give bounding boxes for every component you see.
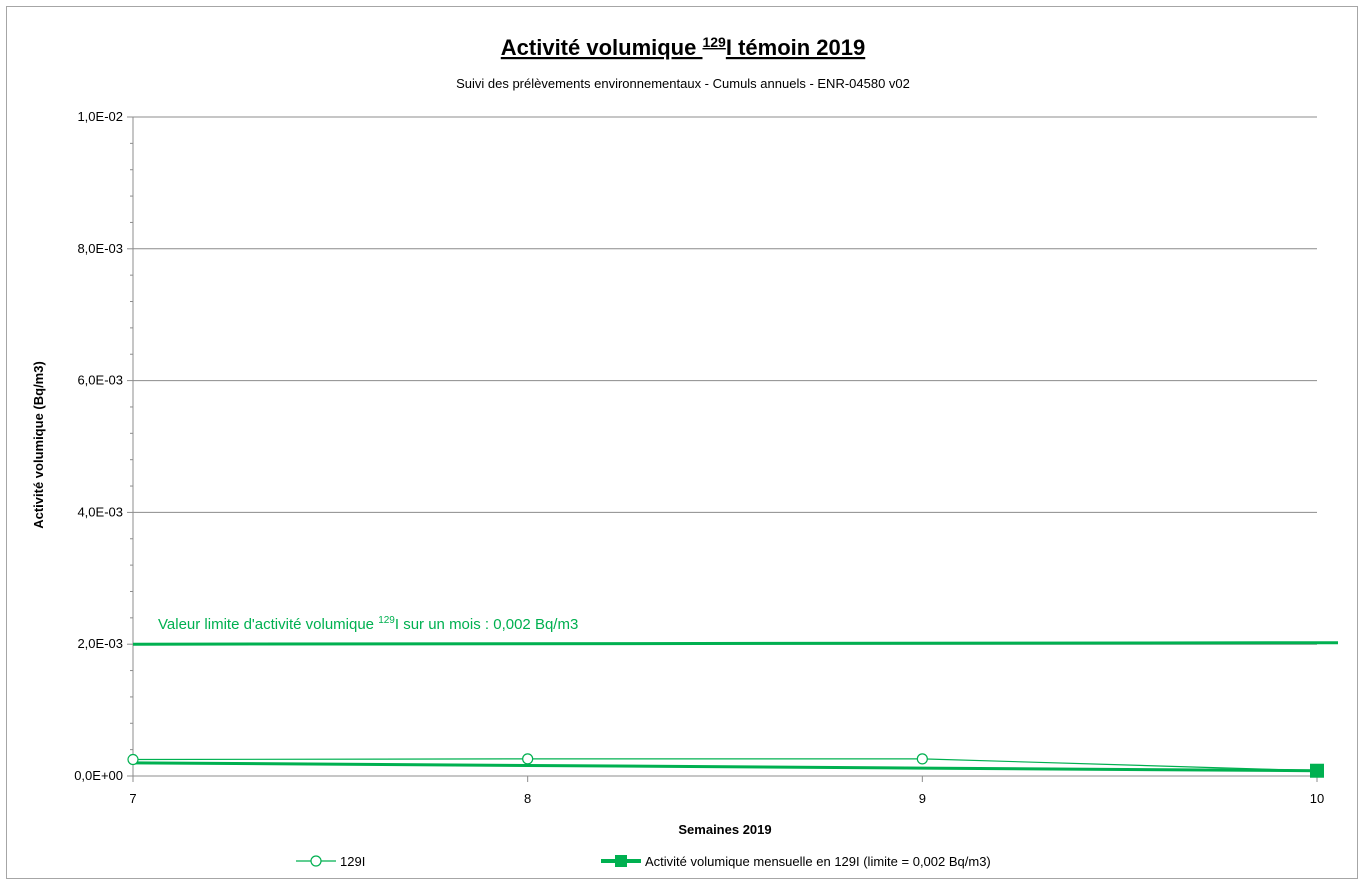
limit-line <box>132 641 1339 646</box>
y-axis-title: Activité volumique (Bq/m3) <box>31 361 46 529</box>
x-tick-label: 8 <box>524 791 531 806</box>
chart-subtitle: Suivi des prélèvements environnementaux … <box>456 76 910 91</box>
x-tick-label: 9 <box>919 791 926 806</box>
y-tick-label: 8,0E-03 <box>77 241 123 256</box>
grid-layer <box>127 116 1318 782</box>
series-line-monthly <box>132 761 1318 773</box>
y-tick-label: 6,0E-03 <box>77 373 123 388</box>
x-tick-label: 10 <box>1310 791 1324 806</box>
data-point-129i <box>522 753 534 765</box>
x-tick-labels: 7 8 9 10 <box>129 791 1324 806</box>
y-tick-labels: 0,0E+00 2,0E-03 4,0E-03 6,0E-03 8,0E-03 1,0E-… <box>74 109 123 783</box>
series-layer <box>127 753 1324 778</box>
legend-marker-circle <box>310 855 322 867</box>
limit-annotation: Valeur limite d'activité volumique 129I … <box>158 615 578 633</box>
chart-title: Activité volumique 129I témoin 2019 <box>501 34 865 60</box>
x-tick-label: 7 <box>129 791 136 806</box>
y-tick-label: 0,0E+00 <box>74 768 123 783</box>
x-axis-title: Semaines 2019 <box>678 822 771 837</box>
chart-frame <box>6 6 1358 879</box>
data-point-129i <box>127 753 139 766</box>
data-point-monthly <box>1310 763 1324 778</box>
legend-label-monthly: Activité volumique mensuelle en 129I (li… <box>645 854 991 869</box>
legend-marker-square <box>615 855 627 867</box>
series-line-129i <box>132 758 1318 772</box>
legend: 129I Activité volumique mensuelle en 129… <box>296 854 991 869</box>
y-tick-label: 1,0E-02 <box>77 109 123 124</box>
data-point-129i <box>916 753 928 765</box>
limit-line-layer <box>132 641 1339 646</box>
legend-label-129i: 129I <box>340 854 365 869</box>
y-tick-label: 4,0E-03 <box>77 504 123 519</box>
y-tick-label: 2,0E-03 <box>77 636 123 651</box>
